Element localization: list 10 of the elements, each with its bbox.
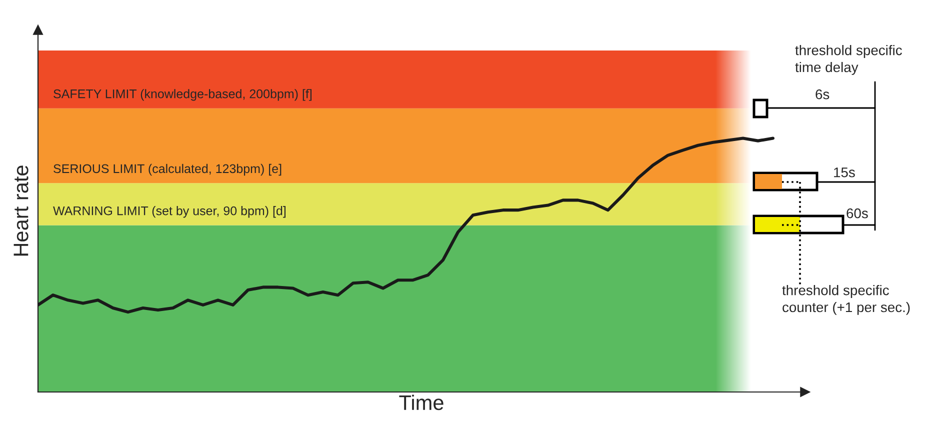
band-label: WARNING LIMIT (set by user, 90 bpm) [d] bbox=[53, 206, 286, 218]
text: 6s bbox=[816, 89, 830, 100]
y-axis-title: Heart rate bbox=[14, 166, 28, 256]
text: threshold specific time delay bbox=[795, 45, 902, 75]
text: 15s bbox=[834, 168, 855, 178]
band-label: SAFETY LIMIT (knowledge-based, 200bpm) [f] bbox=[54, 89, 312, 101]
band-label: SERIOUS LIMIT (calculated, 123bpm) [e] bbox=[54, 164, 282, 176]
x-axis-title: Time bbox=[399, 394, 444, 410]
text: threshold specific counter (+1 per sec.) bbox=[782, 285, 910, 315]
text: 60s bbox=[846, 208, 868, 218]
